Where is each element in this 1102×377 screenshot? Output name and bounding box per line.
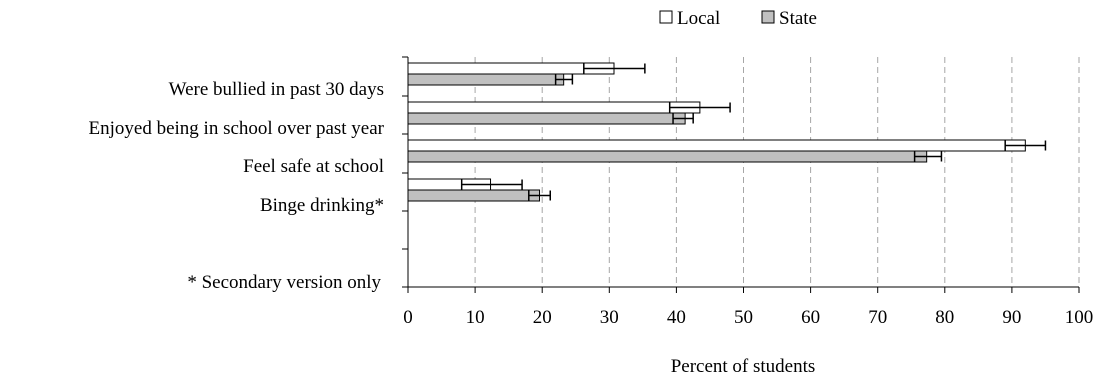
- x-tick-label: 0: [403, 307, 413, 328]
- footnote: * Secondary version only: [187, 272, 381, 293]
- legend: Local State: [659, 8, 817, 29]
- legend-label-local: Local: [677, 8, 720, 29]
- legend-label-state: State: [779, 8, 817, 29]
- bar-state: [407, 189, 541, 202]
- bar-local: [407, 139, 1026, 152]
- x-tick-label: 80: [935, 307, 954, 328]
- legend-swatch-local: [659, 10, 673, 24]
- bar-local: [407, 101, 701, 114]
- category-label: Feel safe at school: [243, 156, 384, 177]
- legend-swatch-state: [761, 10, 775, 24]
- x-tick-label: 10: [466, 307, 485, 328]
- bar-state: [407, 73, 565, 86]
- bar-state: [407, 150, 928, 163]
- x-tick-label: 50: [734, 307, 753, 328]
- x-axis-title: Percent of students: [671, 356, 816, 377]
- gridlines: [402, 56, 1080, 288]
- x-tick-label: 60: [801, 307, 820, 328]
- x-tick-label: 90: [1002, 307, 1021, 328]
- category-labels: Were bullied in past 30 days Enjoyed bei…: [89, 79, 385, 216]
- x-tick-labels: 0 10 20 30 40 50 60 70 80 90 100: [403, 287, 1093, 328]
- x-tick-label: 40: [667, 307, 686, 328]
- category-label: Binge drinking*: [260, 195, 384, 216]
- x-tick-label: 30: [600, 307, 619, 328]
- bar-state: [407, 112, 686, 125]
- bars: [407, 62, 1047, 202]
- category-label: Enjoyed being in school over past year: [89, 118, 385, 139]
- x-tick-label: 70: [868, 307, 887, 328]
- category-label: Were bullied in past 30 days: [169, 79, 384, 100]
- x-tick-label: 100: [1065, 307, 1094, 328]
- x-tick-label: 20: [533, 307, 552, 328]
